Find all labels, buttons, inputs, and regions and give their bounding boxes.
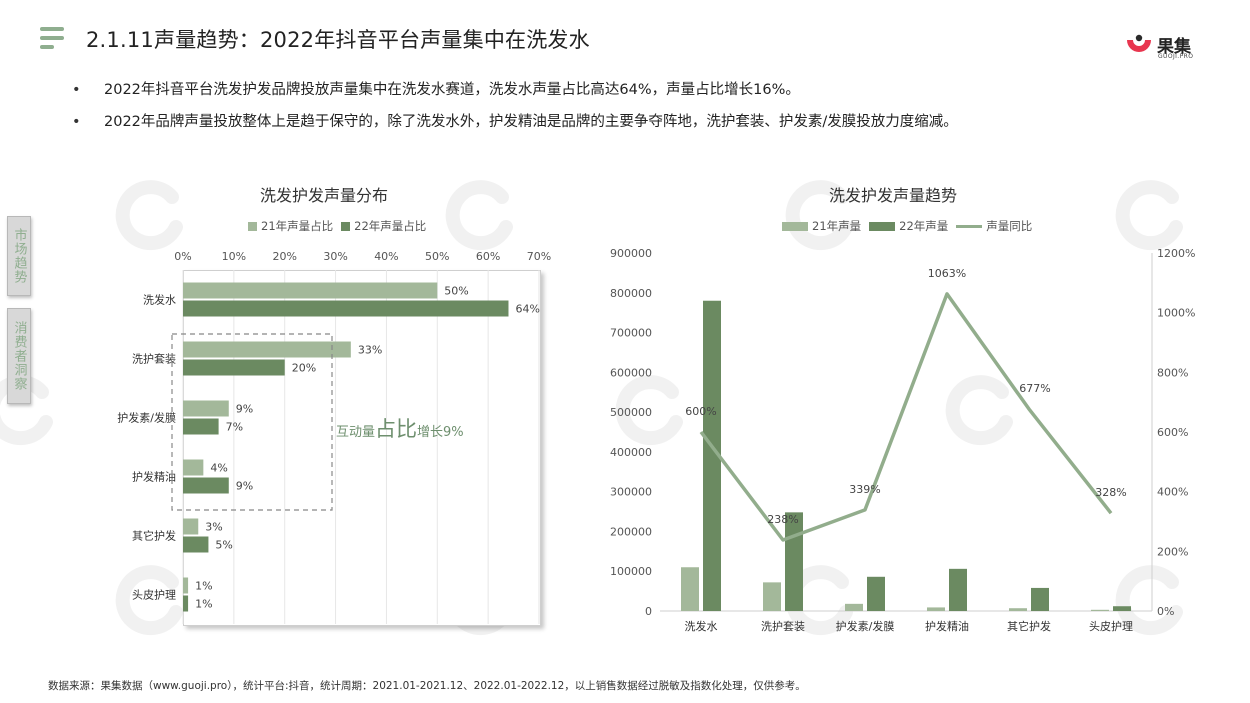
watermark-mark (1115, 565, 1183, 636)
chart-left-svg: 0% 10% 20% 30% 40% 50% 60% 70% 洗发水 50% 64% 洗护套装 33% 2… (117, 250, 551, 624)
watermark-mark (445, 180, 513, 251)
legend-swatch-21-volume (782, 221, 808, 231)
legend-label-yoy: 声量同比 (986, 219, 1033, 233)
bar-21 (183, 282, 438, 299)
watermark-mark (115, 180, 183, 251)
tab-consumer-insight[interactable]: 消费者洞察 (7, 308, 31, 404)
x-tick-label: 10% (222, 250, 246, 263)
bar-22 (183, 477, 229, 494)
bar-21 (183, 577, 189, 594)
data-label: 33% (358, 344, 382, 357)
legend-label-21-volume: 21年声量 (812, 219, 862, 233)
watermark-mark (115, 565, 183, 636)
category-label: 头皮护理 (132, 588, 176, 602)
bar-22 (183, 595, 189, 612)
chart-left-legend: 21年声量占比 22年声量占比 (248, 218, 434, 234)
watermark-mark (785, 180, 853, 251)
data-label: 1% (195, 580, 212, 593)
watermark-mark (615, 375, 683, 446)
category-label: 洗发水 (143, 293, 176, 307)
watermark-mark (1115, 180, 1183, 251)
x-tick-label: 20% (272, 250, 296, 263)
category-label: 护发素/发膜 (117, 411, 176, 425)
x-tick-label: 0% (174, 250, 191, 263)
bar-21 (183, 341, 351, 358)
annotation-interaction-share: 互动量占比增长9% (336, 413, 464, 443)
annotation-part-3: 增长9% (417, 425, 464, 440)
bar-21 (183, 459, 204, 476)
legend-swatch-22-volume (869, 221, 896, 231)
data-source-note: 数据来源：果集数据（www.guoji.pro），统计平台:抖音，统计周期：20… (48, 680, 806, 692)
data-label: 7% (226, 421, 243, 434)
x-tick-label: 60% (476, 250, 500, 263)
bar-22 (183, 359, 285, 376)
data-label: 5% (215, 539, 232, 552)
bar-21 (183, 518, 199, 535)
data-label: 9% (236, 403, 253, 416)
brand-name: 果集 (1157, 37, 1191, 57)
legend-swatch-21 (248, 221, 257, 231)
bar-22 (183, 536, 209, 553)
legend-label-21: 21年声量占比 (261, 219, 334, 233)
chart-left-title: 洗发护发声量分布 (260, 186, 389, 205)
annotation-part-2: 占比 (375, 417, 418, 441)
highlight-box (171, 333, 333, 511)
legend-swatch-22 (341, 221, 351, 231)
menu-icon (40, 27, 64, 51)
page-title: 2.1.11声量趋势：2022年抖音平台声量集中在洗发水 (86, 28, 590, 52)
data-label: 4% (210, 462, 227, 475)
chart-right-legend: 21年声量 22年声量 声量同比 (782, 218, 1040, 234)
legend-label-22: 22年声量占比 (354, 219, 427, 233)
brand-logo: 果集 GUOJI.PRO (1124, 32, 1204, 62)
chart-left-plot-frame (183, 270, 541, 626)
legend-swatch-yoy (956, 224, 983, 228)
guoji-logo-icon (1127, 34, 1151, 52)
data-label: 20% (292, 362, 316, 375)
x-tick-label: 30% (323, 250, 347, 263)
bar-22 (183, 418, 219, 435)
x-tick-label: 70% (527, 250, 551, 263)
category-label: 洗护套装 (132, 352, 176, 366)
bullet-item: 2022年品牌声量投放整体上是趋于保守的，除了洗发水外，护发精油是品牌的主要争夺… (72, 106, 958, 138)
summary-bullets: 2022年抖音平台洗发护发品牌投放声量集中在洗发水赛道，洗发水声量占比高达64%… (72, 74, 958, 138)
bar-21 (183, 400, 229, 417)
legend-label-22-volume: 22年声量 (899, 219, 949, 233)
bullet-item: 2022年抖音平台洗发护发品牌投放声量集中在洗发水赛道，洗发水声量占比高达64%… (72, 74, 958, 106)
bar-22 (183, 300, 509, 317)
chart-right-title: 洗发护发声量趋势 (829, 186, 958, 205)
data-label: 9% (236, 480, 253, 493)
x-tick-label: 40% (374, 250, 398, 263)
annotation-part-1: 互动量 (336, 425, 376, 440)
brand-sub: GUOJI.PRO (1158, 53, 1194, 60)
data-label: 50% (444, 285, 468, 298)
watermark-mark (785, 565, 853, 636)
data-label: 3% (205, 521, 222, 534)
watermark-mark (945, 375, 1013, 446)
tab-market-trend[interactable]: 市场趋势 (7, 216, 31, 296)
category-label: 其它护发 (132, 529, 176, 543)
data-label: 1% (195, 598, 212, 611)
data-label: 64% (515, 303, 539, 316)
x-tick-label: 50% (425, 250, 449, 263)
category-label: 护发精油 (132, 470, 176, 484)
